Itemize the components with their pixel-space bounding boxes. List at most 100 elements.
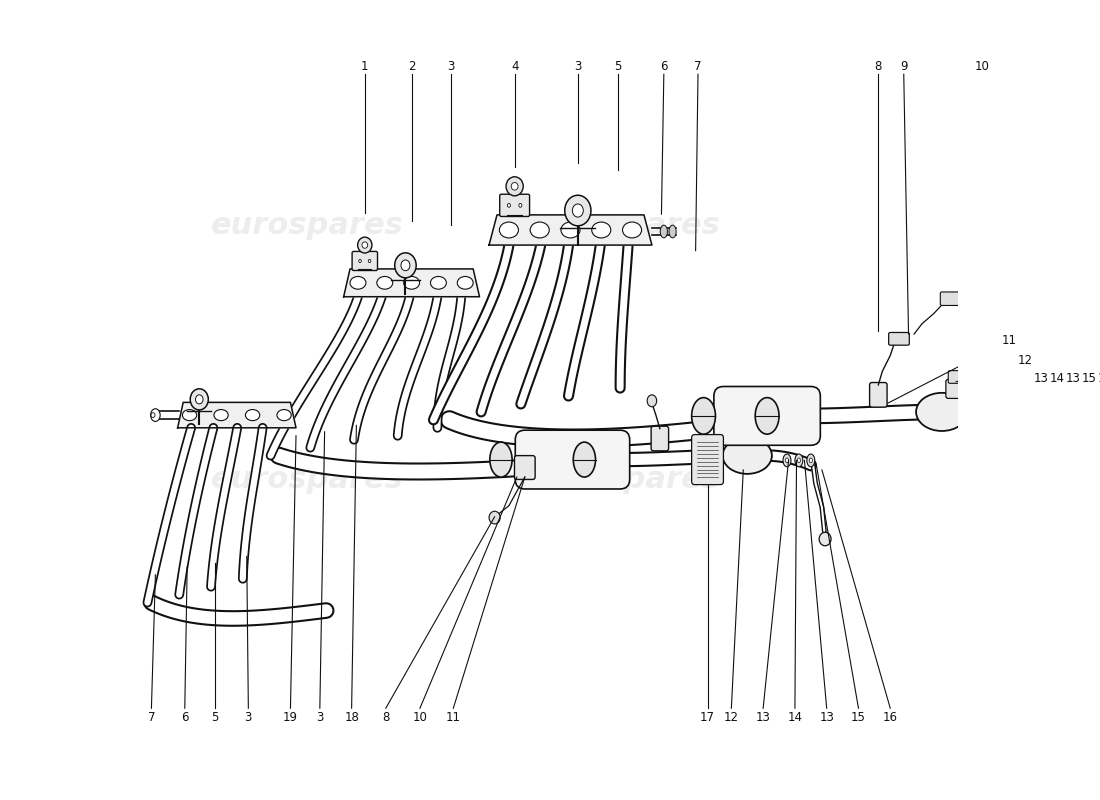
Ellipse shape [519,203,521,207]
Ellipse shape [1016,413,1026,427]
Text: 14: 14 [1049,372,1065,385]
Ellipse shape [359,259,361,262]
Ellipse shape [564,195,591,226]
Text: eurospares: eurospares [528,465,720,494]
Text: 16: 16 [883,711,898,724]
Text: 8: 8 [382,711,389,724]
Text: 5: 5 [211,711,219,724]
Ellipse shape [404,277,419,289]
Text: 9: 9 [900,60,908,73]
Ellipse shape [196,395,204,404]
FancyBboxPatch shape [940,292,959,306]
Ellipse shape [1052,417,1055,422]
Text: 15: 15 [851,711,866,724]
Ellipse shape [350,277,366,289]
Ellipse shape [820,532,832,546]
Ellipse shape [572,204,583,217]
Text: 17: 17 [700,711,715,724]
Text: 10: 10 [412,711,428,724]
Text: 8: 8 [874,60,882,73]
Text: 11: 11 [1002,334,1016,347]
Ellipse shape [592,222,611,238]
Text: 13: 13 [1066,372,1080,385]
Text: 13: 13 [1034,372,1048,385]
Ellipse shape [669,225,676,238]
Ellipse shape [723,438,772,474]
Text: 2: 2 [408,60,416,73]
Text: 6: 6 [182,711,188,724]
Ellipse shape [430,277,447,289]
Ellipse shape [190,389,208,410]
Text: 3: 3 [448,60,454,73]
Text: 11: 11 [446,711,461,724]
Polygon shape [490,215,652,245]
Ellipse shape [245,410,260,421]
Ellipse shape [573,442,595,477]
FancyBboxPatch shape [946,379,967,398]
FancyBboxPatch shape [499,194,529,217]
Ellipse shape [402,260,410,270]
Ellipse shape [368,259,371,262]
FancyBboxPatch shape [714,386,821,446]
Ellipse shape [362,242,367,248]
Ellipse shape [277,410,292,421]
Text: eurospares: eurospares [211,465,404,494]
FancyBboxPatch shape [870,382,887,407]
FancyBboxPatch shape [692,434,724,485]
Ellipse shape [561,222,580,238]
Ellipse shape [490,442,513,477]
Ellipse shape [756,398,779,434]
Text: 3: 3 [574,60,582,73]
Text: 13: 13 [756,711,771,724]
Ellipse shape [1054,492,1067,506]
FancyBboxPatch shape [889,333,910,345]
Ellipse shape [213,410,228,421]
Ellipse shape [623,222,641,238]
Ellipse shape [183,410,197,421]
Text: 6: 6 [660,60,668,73]
Ellipse shape [810,458,813,462]
Polygon shape [343,269,480,297]
Ellipse shape [507,203,510,207]
Text: 7: 7 [147,711,155,724]
Text: 16: 16 [1098,372,1100,385]
Ellipse shape [395,253,416,278]
Ellipse shape [1048,413,1058,427]
Ellipse shape [512,182,518,190]
Polygon shape [177,402,296,428]
Ellipse shape [798,458,801,462]
FancyBboxPatch shape [651,426,669,451]
Ellipse shape [1035,417,1040,422]
Ellipse shape [916,393,968,431]
FancyBboxPatch shape [352,251,377,270]
Ellipse shape [499,222,518,238]
Text: 5: 5 [614,60,622,73]
Ellipse shape [458,277,473,289]
Text: 14: 14 [788,711,802,724]
Text: 1: 1 [361,60,368,73]
Ellipse shape [795,454,803,466]
Text: 4: 4 [510,60,518,73]
Text: 3: 3 [316,711,323,724]
Ellipse shape [785,458,789,462]
Ellipse shape [1020,417,1023,422]
Text: 7: 7 [694,60,702,73]
Ellipse shape [358,237,372,253]
Text: 18: 18 [344,711,359,724]
Ellipse shape [806,454,815,466]
Ellipse shape [692,398,715,434]
FancyBboxPatch shape [515,456,535,479]
Ellipse shape [490,511,500,524]
Text: 12: 12 [724,711,739,724]
Ellipse shape [151,409,161,422]
Text: eurospares: eurospares [528,210,720,240]
Text: eurospares: eurospares [211,210,404,240]
Ellipse shape [377,277,393,289]
Text: 19: 19 [283,711,298,724]
Text: 12: 12 [1018,354,1033,366]
Ellipse shape [506,177,524,196]
Ellipse shape [647,395,657,406]
Text: 13: 13 [820,711,834,724]
Ellipse shape [783,454,791,466]
Text: 10: 10 [975,60,989,73]
